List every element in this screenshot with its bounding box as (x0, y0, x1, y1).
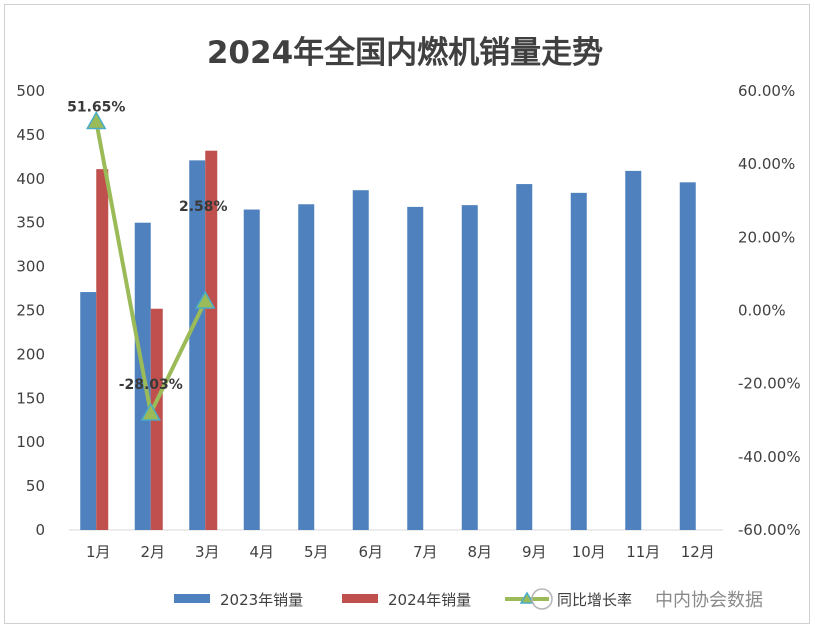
x-tick-label: 12月 (681, 543, 715, 561)
axes: 0 50 100 150 200 250 300 350 400 450 500 -60.00% -40… (16, 82, 800, 561)
y-right-tick-label: 20.00% (738, 228, 795, 246)
legend-marker-growth (519, 591, 535, 604)
legend-swatch-2024 (342, 594, 378, 603)
growth-line (85, 111, 216, 421)
bars (80, 150, 696, 531)
bar-2024 (96, 169, 109, 530)
bar-2023 (625, 170, 642, 530)
x-tick-label: 7月 (413, 543, 438, 561)
bar-2023 (80, 292, 97, 530)
x-tick-label: 8月 (467, 543, 492, 561)
chart-frame: 2024年全国内燃机销量走势 0 50 100 150 200 250 300 350 400 4… (4, 4, 810, 624)
y-left-tick-label: 150 (16, 389, 45, 407)
x-tick-label: 2月 (140, 543, 165, 561)
legend: 2023年销量 2024年销量 同比增长率 (174, 591, 632, 609)
x-tick-label: 10月 (572, 543, 606, 561)
chart-title: 2024年全国内燃机销量走势 (207, 35, 603, 71)
watermark-logo-icon (531, 588, 553, 610)
legend-label-2024: 2024年销量 (388, 591, 471, 609)
bar-2023 (189, 160, 206, 530)
y-right-tick-label: 0.00% (738, 302, 786, 320)
bar-2023 (407, 206, 424, 530)
y-left-tick-label: 200 (16, 345, 45, 363)
x-tick-label: 1月 (86, 543, 111, 561)
growth-marker (140, 402, 162, 421)
y-right-tick-label: -60.00% (738, 521, 801, 539)
y-left-tick-label: 100 (16, 433, 45, 451)
x-tick-label: 5月 (304, 543, 329, 561)
data-labels: 51.65% -28.03% 2.58% (67, 100, 227, 393)
x-tick-label: 3月 (195, 543, 220, 561)
x-tick-label: 4月 (249, 543, 274, 561)
y-left-tick-label: 500 (16, 82, 45, 100)
legend-swatch-2023 (174, 594, 210, 603)
y-left-tick-label: 400 (16, 170, 45, 188)
y-right-tick-label: 60.00% (738, 82, 795, 100)
y-left-tick-label: 300 (16, 258, 45, 276)
bar-2023 (461, 205, 478, 530)
chart-canvas: 2024年全国内燃机销量走势 0 50 100 150 200 250 300 350 400 4… (16, 35, 800, 611)
growth-data-label: 2.58% (179, 199, 228, 215)
bar-2023 (352, 190, 369, 531)
y-left-tick-label: 450 (16, 126, 45, 144)
y-left-tick-label: 250 (16, 302, 45, 320)
watermark-text: 中内协会数据 (655, 590, 763, 611)
legend-label-2023: 2023年销量 (220, 591, 303, 609)
x-tick-label: 11月 (626, 543, 660, 561)
bar-2023 (243, 209, 260, 530)
y-right-tick-label: 40.00% (738, 155, 795, 173)
y-right-tick-label: -20.00% (738, 375, 801, 393)
y-left-tick-label: 350 (16, 214, 45, 232)
x-tick-label: 9月 (522, 543, 547, 561)
x-tick-label: 6月 (358, 543, 383, 561)
watermark: 中内协会数据 (531, 588, 763, 611)
y-left-tick-label: 0 (35, 521, 45, 539)
growth-data-label: -28.03% (119, 377, 183, 393)
growth-marker (194, 290, 216, 309)
bar-2023 (516, 184, 533, 530)
bar-2023 (679, 182, 696, 530)
legend-label-growth: 同比增长率 (557, 591, 632, 609)
growth-data-label: 51.65% (67, 100, 125, 116)
bar-2023 (570, 192, 587, 530)
growth-marker (85, 111, 107, 130)
bar-2023 (298, 204, 315, 530)
y-left-tick-label: 50 (26, 477, 45, 495)
y-right-tick-label: -40.00% (738, 448, 801, 466)
bar-2024 (205, 150, 218, 531)
